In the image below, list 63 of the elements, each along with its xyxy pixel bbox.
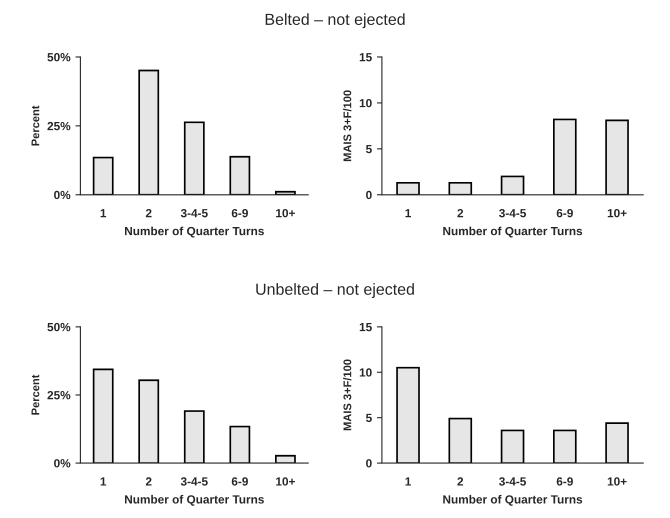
x-tick-label: 1	[100, 209, 106, 218]
bar	[605, 422, 629, 464]
x-tick-label: 6-9	[232, 477, 248, 486]
bar	[275, 454, 296, 464]
x-axis-title: Number of Quarter Turns	[125, 494, 264, 506]
bar	[448, 182, 472, 195]
y-tick-label: 5	[366, 144, 372, 154]
bar	[229, 426, 250, 464]
bar	[605, 120, 629, 195]
x-tick-label: 1	[100, 477, 106, 486]
y-tick-label: 50%	[47, 53, 70, 62]
x-tick-label: 10+	[608, 477, 627, 486]
y-tick-label: 0	[366, 190, 372, 200]
bar	[553, 118, 577, 195]
x-tick-label: 3-4-5	[499, 477, 526, 486]
x-axis-title: Number of Quarter Turns	[443, 226, 582, 238]
y-tick-label: 15	[360, 53, 372, 62]
bar	[553, 430, 577, 464]
y-tick-label: 15	[360, 323, 372, 332]
y-tick-label: 25%	[47, 391, 70, 400]
chart-title: Belted – not ejected	[266, 13, 405, 28]
y-tick-label: 0%	[54, 459, 70, 468]
x-tick-label: 3-4-5	[180, 208, 208, 218]
x-tick-label: 2	[457, 477, 464, 486]
y-axis-title: MAIS 3+F/100	[343, 359, 352, 430]
bar	[229, 156, 250, 195]
x-tick-label: 3-4-5	[499, 208, 526, 218]
y-tick-label: 0%	[54, 190, 70, 200]
x-tick-label: 2	[457, 208, 464, 218]
bar	[138, 379, 160, 464]
bar	[500, 176, 524, 195]
bar	[184, 121, 205, 195]
y-tick-label: 0	[366, 459, 372, 468]
x-tick-label: 6-9	[556, 477, 573, 486]
x-tick-label: 6-9	[232, 208, 248, 218]
bar	[396, 182, 420, 195]
x-tick-label: 1	[405, 209, 411, 218]
x-axis-title: Number of Quarter Turns	[125, 226, 264, 238]
x-tick-label: 10+	[276, 208, 295, 218]
bar	[448, 418, 472, 464]
x-tick-label: 6-9	[556, 208, 573, 218]
bar	[184, 410, 205, 464]
bar	[500, 430, 524, 464]
x-tick-label: 10+	[608, 208, 627, 218]
y-tick-label: 10	[360, 368, 372, 377]
x-tick-label: 3-4-5	[180, 477, 208, 486]
x-tick-label: 10+	[276, 477, 295, 486]
x-axis-title: Number of Quarter Turns	[443, 494, 582, 506]
x-tick-label: 2	[146, 208, 152, 218]
x-tick-label: 1	[405, 477, 411, 486]
y-axis-title: MAIS 3+F/100	[343, 90, 352, 162]
bar	[138, 70, 160, 195]
y-tick-label: 50%	[47, 322, 70, 332]
bar	[92, 156, 114, 195]
bar	[396, 366, 420, 464]
bar	[92, 368, 114, 464]
x-tick-label: 2	[146, 477, 152, 486]
y-tick-label: 25%	[47, 122, 70, 130]
y-axis-title: Percent	[32, 374, 40, 415]
y-axis-title: Percent	[32, 106, 40, 146]
y-tick-label: 5	[366, 414, 372, 422]
y-tick-label: 10	[360, 98, 372, 108]
chart-title: Unbelted – not ejected	[256, 283, 414, 298]
